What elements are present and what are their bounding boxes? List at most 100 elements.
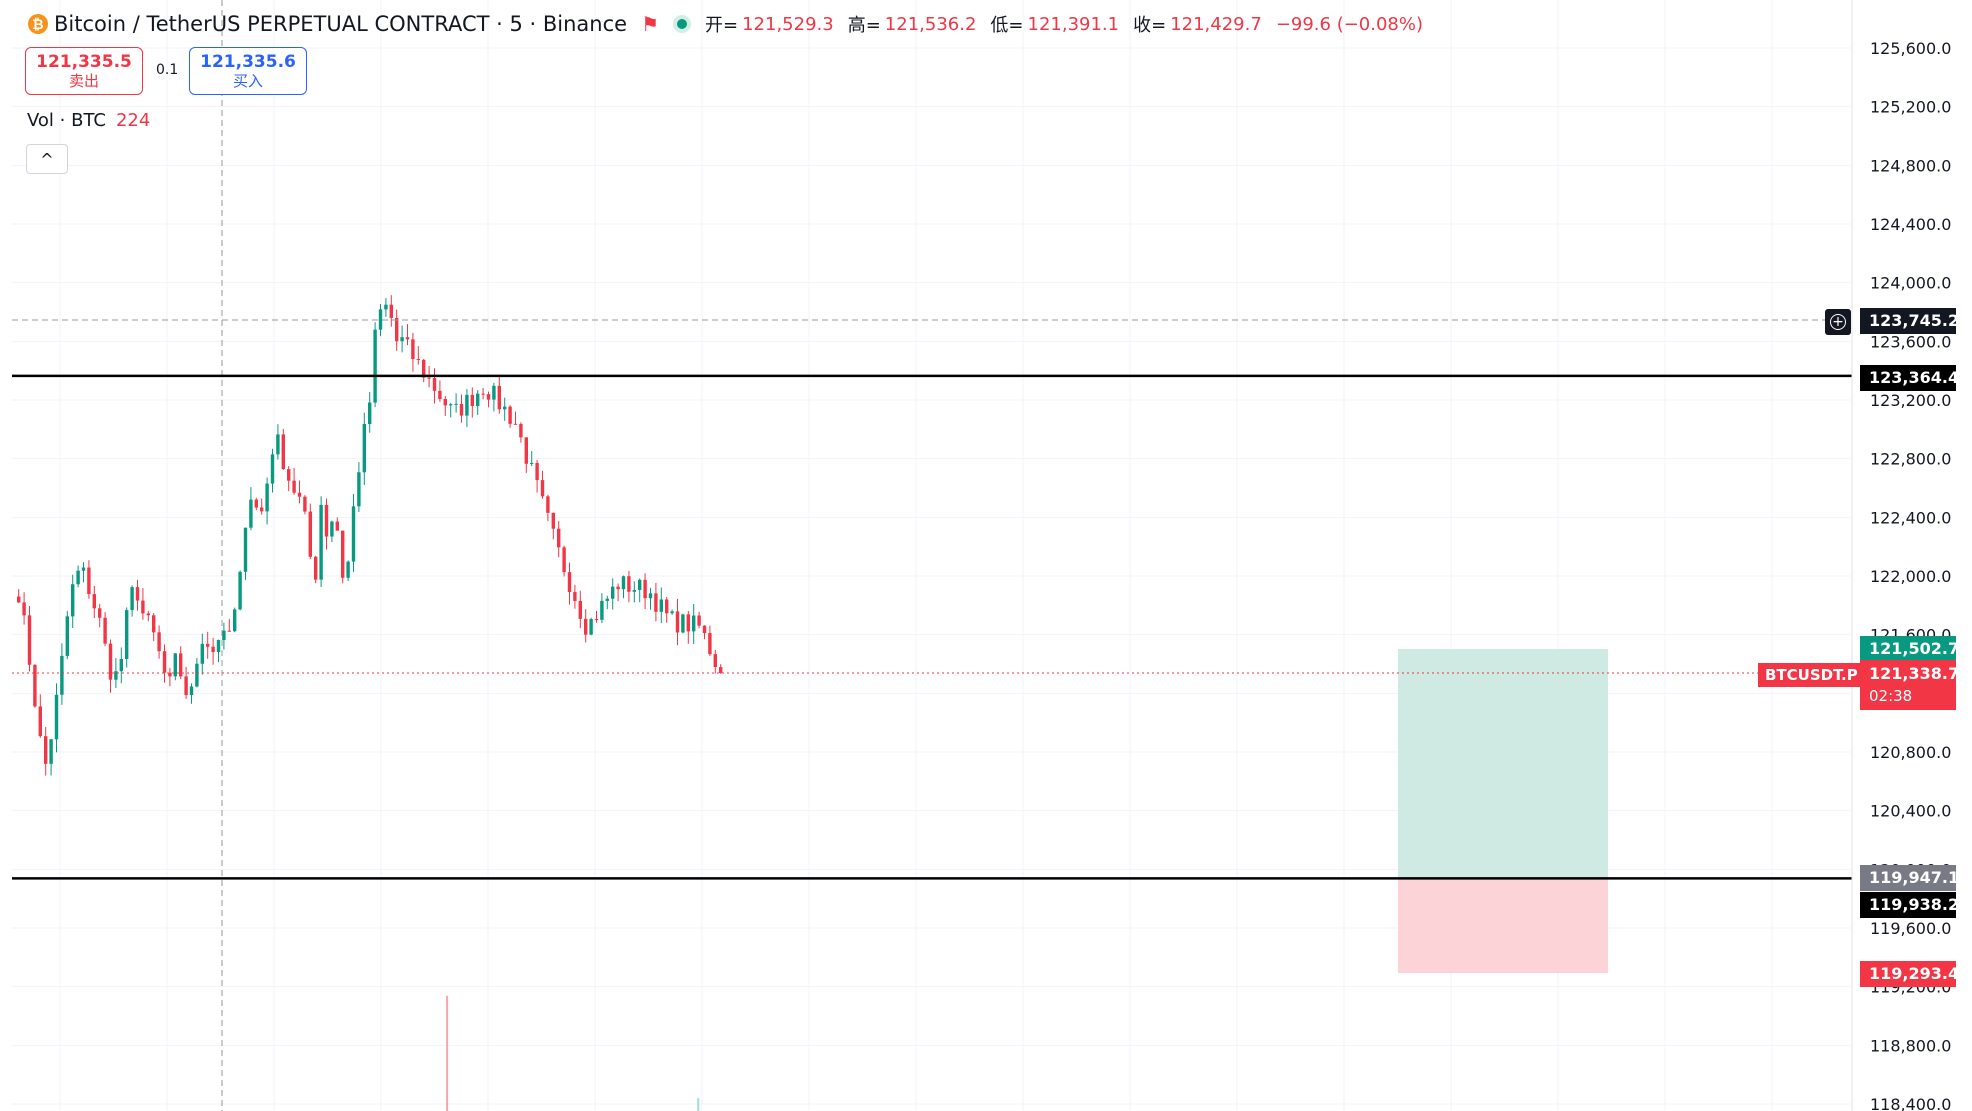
symbol-title[interactable]: Bitcoin / TetherUS PERPETUAL CONTRACT · … bbox=[54, 12, 628, 36]
candle-body bbox=[578, 600, 582, 619]
candle-body bbox=[238, 571, 242, 610]
candle-body bbox=[584, 618, 588, 635]
candle-body bbox=[594, 619, 599, 621]
candle-body bbox=[152, 615, 156, 633]
candle-body bbox=[27, 615, 32, 665]
candle-body bbox=[119, 658, 123, 672]
candle-body bbox=[611, 586, 615, 599]
candle-body bbox=[632, 590, 636, 592]
candle-body bbox=[675, 611, 680, 633]
candle-body bbox=[530, 462, 534, 464]
upper-line-price-label[interactable]: 123,364.4 bbox=[1860, 365, 1959, 391]
candle-body bbox=[71, 584, 75, 617]
entry-price-label[interactable]: 119,947.1 bbox=[1860, 865, 1959, 891]
candle-body bbox=[524, 437, 528, 464]
candle-body bbox=[92, 594, 96, 609]
last-price-label: 121,338.7 02:38 bbox=[1860, 660, 1959, 710]
add-alert-button[interactable]: + bbox=[1825, 309, 1851, 335]
market-status-icon[interactable] bbox=[673, 15, 691, 33]
candle-body bbox=[600, 600, 604, 620]
target-price-label[interactable]: 121,502.7 bbox=[1860, 636, 1959, 662]
candle-body bbox=[400, 337, 404, 342]
candle-body bbox=[492, 385, 496, 400]
price-tick-label: 119,600.0 bbox=[1870, 919, 1951, 938]
candle-body bbox=[303, 496, 307, 512]
candle-body bbox=[173, 653, 177, 677]
candle-body bbox=[670, 611, 674, 614]
candle-body bbox=[103, 617, 107, 644]
candle-body bbox=[125, 610, 129, 659]
candle-body bbox=[654, 593, 658, 612]
candle-body bbox=[713, 654, 717, 668]
candle-body bbox=[422, 359, 426, 378]
candle-body bbox=[605, 598, 609, 601]
candle-body bbox=[292, 480, 296, 493]
ohlc-open: 121,529.3 bbox=[742, 13, 834, 35]
lower-line-price-label[interactable]: 119,938.2 bbox=[1860, 892, 1959, 918]
candle-body bbox=[503, 406, 507, 410]
candle-body bbox=[702, 625, 707, 634]
candle-body bbox=[341, 530, 345, 578]
candle-body bbox=[384, 304, 388, 310]
candle-body bbox=[470, 394, 474, 407]
candle-body bbox=[405, 337, 410, 340]
candle-body bbox=[438, 390, 442, 400]
price-tick-label: 120,400.0 bbox=[1870, 802, 1951, 821]
candle-body bbox=[195, 663, 199, 687]
spread-value: 0.1 bbox=[156, 62, 179, 78]
candle-body bbox=[108, 643, 113, 680]
candle-body bbox=[314, 556, 318, 580]
sell-button[interactable]: 121,335.5 卖出 bbox=[25, 47, 143, 95]
candle-body bbox=[60, 655, 64, 695]
volume-legend[interactable]: Vol · BTC 224 bbox=[27, 110, 150, 131]
candle-body bbox=[616, 586, 620, 590]
candle-body bbox=[497, 385, 501, 410]
ohlc-change: −99.6 (−0.08%) bbox=[1275, 13, 1424, 35]
stop-price-label[interactable]: 119,293.4 bbox=[1860, 961, 1959, 987]
candle-body bbox=[373, 329, 377, 403]
price-tick-label: 118,800.0 bbox=[1870, 1036, 1951, 1055]
crosshair-price-label: 123,745.2 bbox=[1860, 308, 1959, 334]
candle-body bbox=[659, 599, 663, 612]
price-tick-label: 122,000.0 bbox=[1870, 567, 1951, 586]
candle-body bbox=[22, 602, 26, 616]
ohlc-low: 121,391.1 bbox=[1027, 13, 1120, 35]
price-axis: 125,600.0 125,200.0 124,800.0 124,400.0 124,… bbox=[1851, 0, 1951, 1111]
volume-label: Vol · BTC bbox=[27, 110, 106, 131]
flag-icon[interactable]: ⚑ bbox=[641, 12, 659, 36]
price-tick-label: 125,200.0 bbox=[1870, 98, 1951, 117]
candle-body bbox=[449, 404, 453, 406]
candle-body bbox=[276, 434, 280, 455]
candle-body bbox=[179, 653, 183, 677]
position-zones bbox=[1398, 648, 1608, 973]
price-tick-label: 124,400.0 bbox=[1870, 215, 1951, 234]
candle-body bbox=[557, 528, 561, 548]
candle-body bbox=[346, 561, 350, 578]
candle-body bbox=[454, 403, 458, 405]
candle-body bbox=[216, 640, 221, 653]
candle-body bbox=[17, 596, 21, 603]
candle-body bbox=[265, 483, 269, 512]
candle-body bbox=[114, 671, 118, 680]
candle-body bbox=[141, 600, 145, 614]
volume-value: 224 bbox=[115, 110, 151, 131]
candle-body bbox=[222, 630, 226, 641]
symbol-tag: BTCUSDT.P bbox=[1758, 663, 1865, 687]
candle-body bbox=[54, 694, 59, 740]
buy-button[interactable]: 121,335.6 买入 bbox=[189, 47, 307, 95]
candle-body bbox=[567, 572, 572, 593]
candle-body bbox=[233, 609, 237, 632]
candle-body bbox=[719, 667, 723, 673]
candle-body bbox=[351, 506, 356, 562]
candle-body bbox=[330, 521, 334, 537]
candle-body bbox=[589, 619, 593, 635]
candle-body bbox=[519, 424, 523, 438]
candles bbox=[17, 295, 723, 776]
collapse-legend-button[interactable]: ^ bbox=[26, 144, 68, 174]
candle-body bbox=[44, 736, 48, 764]
candle-body bbox=[638, 579, 642, 591]
candle-body bbox=[227, 630, 231, 632]
buy-label: 买入 bbox=[232, 72, 263, 90]
